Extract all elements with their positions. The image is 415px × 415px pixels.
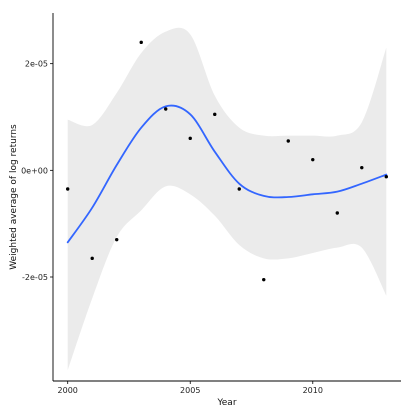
axes: 2000 2005 2010 2e-05 0e+00 -2e-05 xyxy=(21,13,401,395)
data-point xyxy=(188,136,192,141)
smooth-trend-line xyxy=(66,104,388,244)
data-point xyxy=(360,165,364,170)
data-point xyxy=(262,277,266,282)
y-tick-label: 0e+00 xyxy=(21,166,48,175)
x-tick-label: 2000 xyxy=(58,386,78,395)
data-point xyxy=(335,211,339,215)
plot-area xyxy=(66,27,388,371)
data-point xyxy=(213,112,217,117)
data-point xyxy=(237,187,241,191)
data-point xyxy=(90,256,94,261)
data-point xyxy=(384,175,388,179)
data-point xyxy=(311,157,315,162)
data-point xyxy=(66,187,70,191)
data-point xyxy=(286,139,290,143)
y-tick-label: -2e-05 xyxy=(22,273,48,282)
data-point xyxy=(115,237,119,242)
confidence-band xyxy=(67,27,387,371)
data-point xyxy=(164,107,168,111)
x-axis-title: Year xyxy=(216,398,236,408)
x-tick-label: 2005 xyxy=(180,386,200,395)
x-tick-label: 2010 xyxy=(303,386,323,395)
y-axis-title: Weighted average of log returns xyxy=(9,124,19,270)
y-tick-label: 2e-05 xyxy=(25,60,48,69)
data-point xyxy=(139,40,143,45)
